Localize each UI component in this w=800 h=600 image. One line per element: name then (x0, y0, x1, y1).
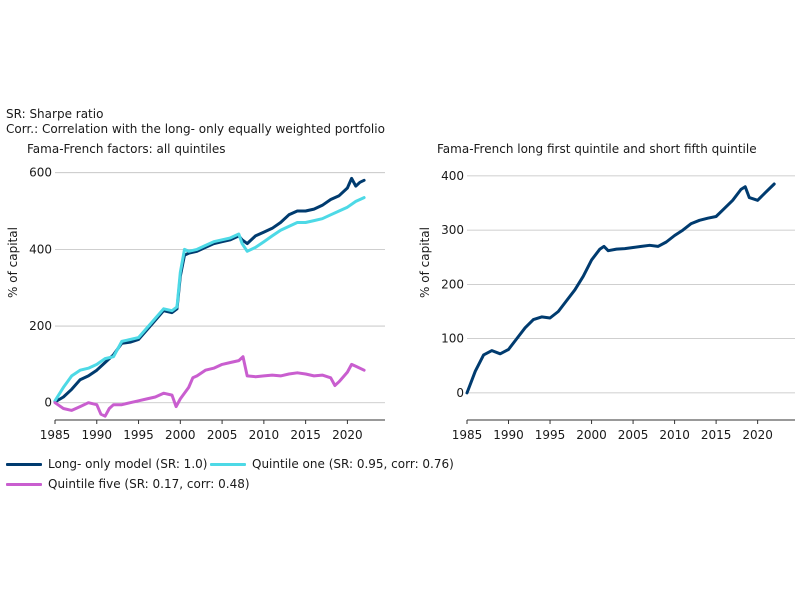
legend-item-quintile-five: Quintile five (SR: 0.17, corr: 0.48) (6, 477, 250, 491)
chart1-ytick-label: 400 (29, 242, 52, 256)
chart2-xtick-label: 1995 (535, 428, 566, 442)
chart1-xtick-label: 1985 (40, 428, 71, 442)
chart1-title: Fama-French factors: all quintiles (27, 142, 226, 156)
chart2-xtick-label: 2020 (742, 428, 773, 442)
chart1-xtick-label: 1995 (123, 428, 154, 442)
chart2-xtick-label: 1985 (452, 428, 483, 442)
chart1-ylabel: % of capital (6, 227, 20, 298)
chart1-ytick-label: 600 (29, 166, 52, 180)
chart1-xtick-label: 2010 (249, 428, 280, 442)
chart2-ytick-label: 0 (456, 386, 464, 400)
chart1-xtick-label: 1990 (81, 428, 112, 442)
chart2-series-line-long-only (465, 182, 776, 395)
chart2-ytick-label: 400 (441, 169, 464, 183)
chart1-series-line-quintile-one (53, 196, 366, 403)
chart1-xtick-label: 2000 (165, 428, 196, 442)
note-correlation: Corr.: Correlation with the long- only e… (6, 122, 385, 136)
chart2-ytick-label: 200 (441, 277, 464, 291)
legend-swatch-quintile-five (6, 482, 42, 486)
chart2-xtick-label: 2005 (618, 428, 649, 442)
legend-swatch-quintile-one (210, 462, 246, 466)
chart2-xtick-label: 2000 (576, 428, 607, 442)
chart1-xtick-label: 2020 (332, 428, 363, 442)
legend-label-long-only: Long- only model (SR: 1.0) (48, 457, 208, 471)
legend-label-quintile-five: Quintile five (SR: 0.17, corr: 0.48) (48, 477, 250, 491)
chart2-ytick-label: 300 (441, 223, 464, 237)
chart2-ylabel: % of capital (418, 227, 432, 298)
legend-label-quintile-one: Quintile one (SR: 0.95, corr: 0.76) (252, 457, 454, 471)
chart1-xtick-label: 2005 (207, 428, 238, 442)
chart1-ytick-label: 200 (29, 319, 52, 333)
chart2-xtick-label: 1990 (493, 428, 524, 442)
legend-swatch-long-only (6, 462, 42, 466)
legend-item-long-only: Long- only model (SR: 1.0) (6, 457, 207, 471)
chart2-ytick-label: 100 (441, 332, 464, 346)
note-sharpe-ratio: SR: Sharpe ratio (6, 107, 104, 121)
legend-item-quintile-one: Quintile one (SR: 0.95, corr: 0.76) (210, 457, 454, 471)
chart2-title: Fama-French long first quintile and shor… (437, 142, 757, 156)
chart1-ytick-label: 0 (44, 396, 52, 410)
chart1-xtick-label: 2015 (290, 428, 321, 442)
chart2-xtick-label: 2010 (659, 428, 690, 442)
chart1-series-line-quintile-five (53, 355, 366, 418)
chart2-xtick-label: 2015 (701, 428, 732, 442)
